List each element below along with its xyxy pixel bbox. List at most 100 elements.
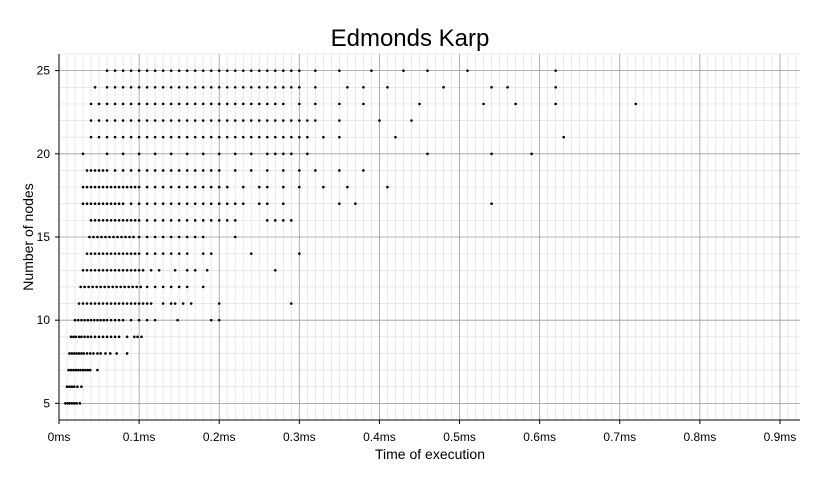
data-point	[209, 202, 213, 206]
data-point	[241, 102, 245, 106]
data-point	[93, 268, 97, 272]
data-point	[104, 352, 107, 355]
data-point	[298, 252, 301, 255]
data-point	[77, 335, 81, 339]
data-point	[298, 169, 301, 172]
data-point	[65, 385, 69, 389]
data-point	[161, 235, 165, 239]
data-point	[99, 285, 102, 289]
data-point	[70, 352, 74, 355]
data-point	[105, 169, 109, 172]
data-point	[89, 202, 93, 206]
x-tick-label: 0ms	[48, 430, 71, 444]
data-point	[89, 119, 93, 122]
data-point	[201, 169, 205, 172]
data-point	[86, 318, 90, 322]
data-point	[77, 302, 81, 305]
data-point	[249, 252, 253, 255]
data-point	[101, 202, 105, 206]
data-point	[105, 202, 109, 206]
data-point	[153, 152, 157, 156]
data-point	[117, 318, 121, 322]
data-point	[394, 135, 397, 139]
data-point	[201, 69, 205, 72]
data-point	[249, 169, 253, 172]
data-point	[129, 318, 133, 322]
data-point	[201, 152, 205, 156]
data-point	[136, 335, 139, 339]
data-point	[298, 119, 301, 122]
data-point	[185, 169, 189, 172]
data-point	[145, 102, 149, 106]
data-point	[87, 285, 90, 289]
data-point	[137, 202, 141, 206]
data-point	[120, 235, 123, 239]
data-point	[273, 135, 277, 139]
data-point	[105, 85, 109, 89]
data-point	[89, 135, 93, 139]
data-point	[78, 402, 82, 405]
data-point	[137, 152, 141, 156]
data-point	[89, 318, 93, 322]
data-point	[97, 202, 101, 206]
data-point	[201, 285, 205, 289]
data-point	[233, 119, 237, 122]
data-point	[217, 69, 221, 72]
data-point	[113, 202, 117, 206]
data-point	[282, 219, 285, 222]
data-point	[85, 352, 89, 355]
data-point	[89, 185, 93, 189]
data-point	[137, 102, 141, 106]
data-point	[145, 135, 149, 139]
data-point	[108, 235, 111, 239]
data-point	[129, 119, 133, 122]
data-point	[314, 102, 317, 106]
data-point	[634, 102, 638, 106]
data-point	[257, 202, 261, 206]
data-point	[233, 102, 237, 106]
x-tick-label: 0.4ms	[363, 430, 396, 444]
data-point	[81, 268, 85, 272]
data-point	[298, 102, 301, 106]
data-point	[128, 235, 131, 239]
data-point	[153, 102, 157, 106]
data-point	[282, 119, 285, 122]
data-point	[418, 102, 421, 106]
data-point	[86, 335, 90, 339]
data-point	[282, 152, 285, 156]
chart-title: Edmonds Karp	[331, 25, 490, 52]
data-point	[133, 335, 136, 339]
data-point	[108, 352, 112, 355]
data-point	[217, 202, 221, 206]
data-point	[99, 352, 102, 355]
data-point	[88, 368, 92, 372]
data-point	[241, 85, 245, 89]
data-point	[89, 335, 93, 339]
data-point	[265, 185, 269, 189]
data-point	[124, 235, 127, 239]
data-point	[96, 368, 99, 372]
data-point	[306, 135, 309, 139]
data-point	[177, 219, 181, 222]
data-point	[249, 119, 253, 122]
data-point	[103, 285, 106, 289]
data-point	[169, 135, 173, 139]
data-point	[137, 119, 141, 122]
data-point	[133, 252, 137, 255]
data-point	[201, 135, 205, 139]
data-point	[189, 302, 193, 305]
data-point	[362, 169, 365, 172]
data-point	[101, 169, 105, 172]
data-point	[82, 352, 86, 355]
data-point	[201, 102, 205, 106]
data-point	[153, 285, 157, 289]
data-point	[113, 135, 117, 139]
data-point	[290, 119, 293, 122]
data-point	[193, 135, 197, 139]
data-point	[129, 219, 133, 222]
data-point	[217, 102, 221, 106]
data-point	[123, 285, 126, 289]
data-point	[169, 85, 173, 89]
data-point	[109, 185, 113, 189]
data-point	[141, 268, 145, 272]
